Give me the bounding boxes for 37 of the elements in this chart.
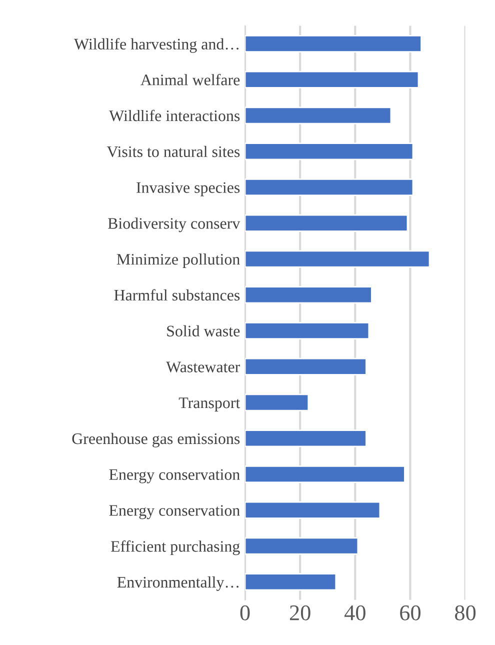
bar — [245, 34, 422, 53]
y-tick-label: Environmentally… — [117, 576, 238, 591]
bar — [245, 358, 367, 376]
bar — [245, 466, 406, 484]
bar — [245, 394, 310, 412]
bar — [245, 430, 367, 448]
x-tick-label: 40 — [344, 605, 366, 620]
bar — [245, 70, 420, 88]
y-tick-label: Wastewater — [166, 362, 240, 372]
x-tick-label: 0 — [240, 605, 250, 620]
y-tick-label: Visits to natural sites — [106, 146, 240, 158]
bar — [245, 214, 408, 232]
x-tick-label: 20 — [290, 605, 310, 620]
y-tick-label: Biodiversity conserv — [108, 218, 240, 232]
x-tick-label: 60 — [400, 605, 420, 620]
bar — [245, 178, 414, 196]
y-tick-label: Wildlife harvesting and… — [74, 38, 238, 53]
y-tick-label: Wildlife interactions — [109, 110, 240, 122]
bar — [245, 286, 372, 304]
bar — [245, 501, 381, 519]
y-tick-label: Animal welfare — [140, 74, 240, 86]
y-tick-label: Solid waste — [167, 325, 240, 336]
bar — [245, 142, 414, 160]
y-tick-label: Energy conservation — [109, 505, 240, 520]
y-tick-label: Invasive species — [136, 182, 240, 196]
x-tick-label: 80 — [455, 605, 476, 620]
bar — [245, 537, 359, 555]
y-tick-label: Transport — [178, 398, 240, 412]
y-tick-label: Energy conservation — [109, 469, 240, 484]
y-tick-label: Harmful substances — [114, 289, 240, 301]
y-tick-label: Minimize pollution — [116, 253, 240, 268]
bar — [245, 106, 392, 124]
bar — [245, 250, 430, 268]
y-tick-label: Greenhouse gas emissions — [72, 432, 240, 448]
bar — [245, 573, 337, 591]
bar — [245, 322, 370, 340]
y-tick-label: Efficient purchasing — [110, 540, 240, 556]
